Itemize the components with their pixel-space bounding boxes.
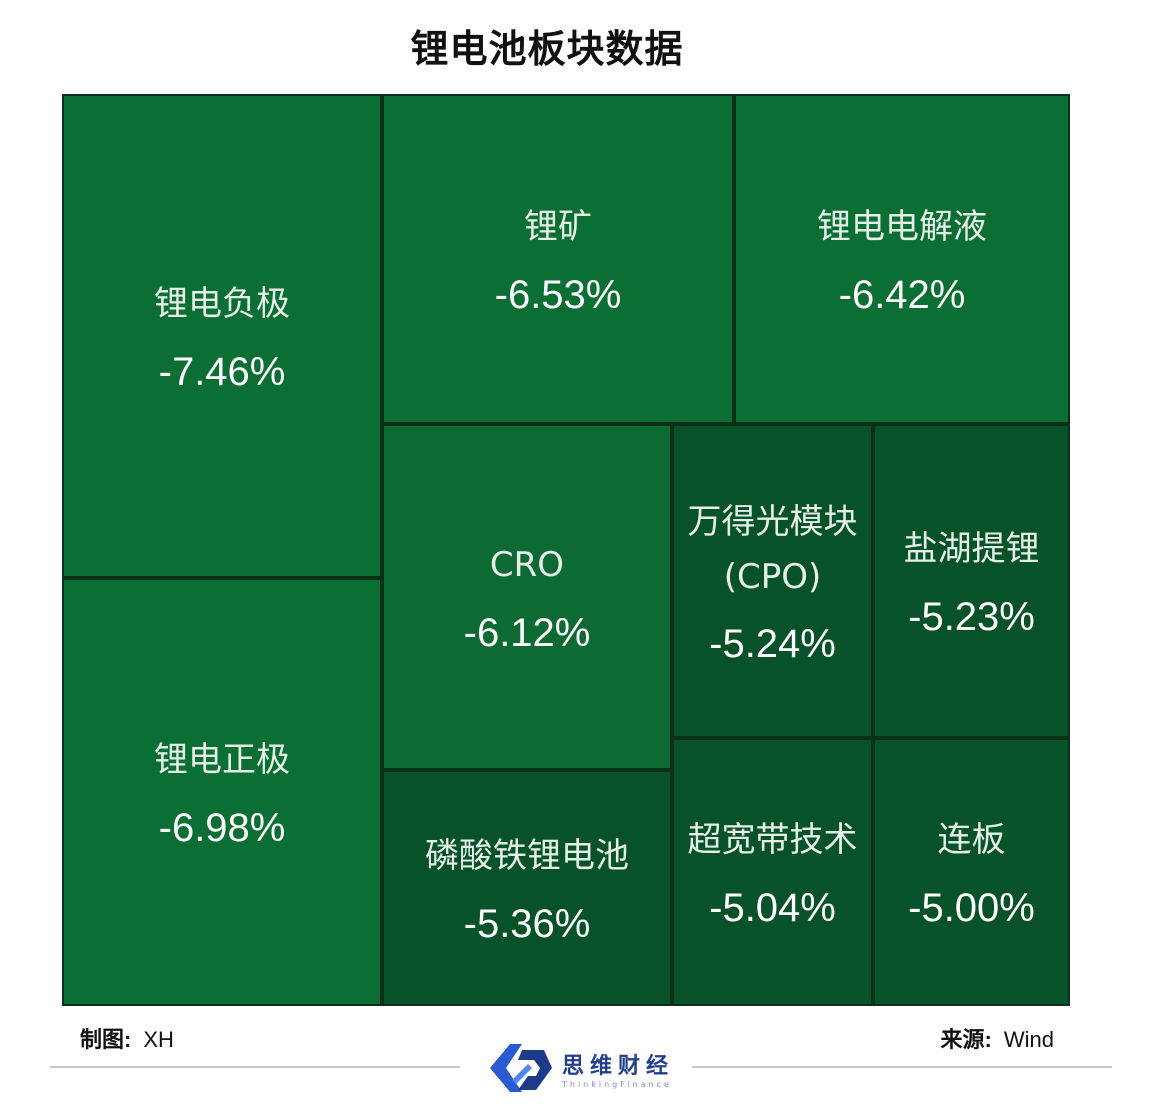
treemap-cell: 磷酸铁锂电池 -5.36% [382, 770, 672, 1006]
treemap-cell-name: 连板 [937, 820, 1006, 861]
footer-rule-right [692, 1066, 1112, 1068]
treemap-cell-name: CRO [489, 545, 565, 586]
brand-logo: 思维财经 ThinkingFinance [488, 1038, 698, 1098]
source-value: Wind [1003, 1027, 1054, 1052]
chart-title: 锂电池板块数据 [410, 27, 684, 71]
author-label: 制图: [80, 1027, 132, 1052]
treemap-cell-value: -6.98% [158, 805, 286, 850]
chart-author: 制图: XH [80, 1022, 174, 1054]
treemap-cell-name: 盐湖提锂 [903, 529, 1040, 570]
treemap-cell: 连板 -5.00% [873, 738, 1070, 1006]
treemap-cell-value: -5.24% [709, 621, 836, 666]
treemap-cell-name: 锂电负极 [154, 284, 290, 325]
thinking-finance-logo-icon [490, 1044, 552, 1092]
treemap-cell: 锂电负极 -7.46% [62, 94, 382, 578]
treemap-cell-name: 锂矿 [524, 207, 592, 248]
chart-source: 来源: Wind [941, 1022, 1054, 1054]
treemap-cell-value: -6.42% [838, 272, 966, 317]
treemap-cell-name: 磷酸铁锂电池 [425, 836, 629, 877]
treemap-cell-name: 锂电正极 [154, 740, 290, 781]
treemap-cell-value: -5.00% [908, 885, 1035, 930]
treemap-cell-name: 万得光模块 (CPO) [687, 502, 858, 597]
treemap-cell-value: -7.46% [158, 349, 286, 394]
treemap-cell: CRO -6.12% [382, 424, 672, 770]
logo-text-en: ThinkingFinance [562, 1079, 672, 1089]
treemap-cell-value: -5.04% [709, 885, 836, 930]
treemap-cell: 盐湖提锂 -5.23% [873, 424, 1070, 738]
treemap-cell: 超宽带技术 -5.04% [672, 738, 873, 1006]
treemap-cell: 锂电正极 -6.98% [62, 578, 382, 1006]
treemap-cell-value: -5.36% [463, 901, 591, 946]
footer-rule-left [50, 1066, 460, 1068]
logo-text-cn: 思维财经 [562, 1053, 675, 1079]
source-label: 来源: [940, 1027, 992, 1052]
treemap: 锂电负极 -7.46% 锂电正极 -6.98% 锂矿 -6.53% 锂电电解液 -6.42% C… [62, 94, 1070, 1006]
treemap-cell-value: -6.53% [494, 272, 622, 317]
treemap-cell-name: 超宽带技术 [687, 820, 858, 861]
treemap-cell-value: -6.12% [463, 610, 591, 655]
treemap-cell-value: -5.23% [908, 594, 1035, 639]
author-value: XH [143, 1027, 174, 1052]
treemap-cell-name: 锂电电解液 [817, 207, 987, 248]
treemap-cell: 万得光模块 (CPO) -5.24% [672, 424, 873, 738]
treemap-cell: 锂矿 -6.53% [382, 94, 734, 424]
treemap-cell: 锂电电解液 -6.42% [734, 94, 1070, 424]
